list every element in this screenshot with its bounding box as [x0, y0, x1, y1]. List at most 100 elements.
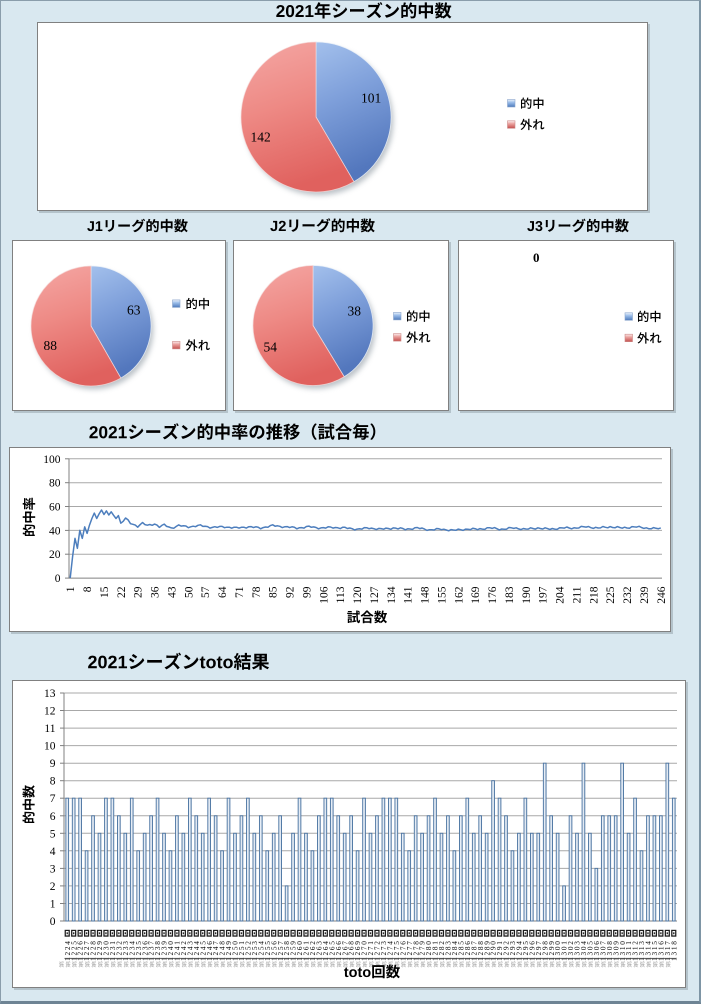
svg-text:2: 2	[405, 952, 414, 956]
svg-text:3: 3	[153, 946, 162, 950]
svg-text:0: 0	[295, 941, 304, 945]
svg-text:6: 6	[269, 941, 278, 945]
svg-text:197: 197	[538, 586, 550, 604]
svg-text:9: 9	[611, 941, 620, 945]
svg-text:232: 232	[622, 586, 634, 604]
svg-text:239: 239	[639, 586, 651, 604]
svg-text:2: 2	[134, 952, 143, 956]
svg-text:3: 3	[379, 941, 388, 945]
svg-text:2: 2	[153, 952, 162, 956]
svg-text:2: 2	[392, 952, 401, 956]
svg-text:0: 0	[231, 941, 240, 945]
svg-text:4: 4	[127, 941, 136, 945]
svg-text:3: 3	[618, 952, 627, 956]
svg-text:0: 0	[533, 250, 540, 265]
svg-text:2: 2	[198, 952, 207, 956]
svg-text:2: 2	[534, 952, 543, 956]
svg-text:1: 1	[65, 586, 77, 592]
svg-text:5: 5	[69, 941, 78, 945]
svg-text:2: 2	[327, 952, 336, 956]
svg-text:5: 5	[256, 946, 265, 950]
svg-text:3: 3	[605, 952, 614, 956]
svg-text:0: 0	[598, 946, 607, 950]
svg-text:127: 127	[369, 586, 381, 604]
svg-text:4: 4	[50, 846, 56, 858]
svg-text:3: 3	[598, 952, 607, 956]
svg-text:9: 9	[502, 946, 511, 950]
svg-text:5: 5	[521, 941, 530, 945]
svg-text:1: 1	[108, 941, 117, 945]
svg-text:2: 2	[218, 952, 227, 956]
svg-text:3: 3	[663, 952, 672, 956]
svg-text:2: 2	[237, 952, 246, 956]
svg-text:7: 7	[50, 793, 56, 805]
svg-text:2: 2	[114, 941, 123, 945]
svg-text:6: 6	[50, 811, 56, 823]
svg-text:3: 3	[637, 952, 646, 956]
svg-text:3: 3	[444, 941, 453, 945]
svg-text:3: 3	[624, 952, 633, 956]
svg-text:8: 8	[476, 941, 485, 945]
svg-text:2: 2	[250, 952, 259, 956]
svg-text:3: 3	[160, 946, 169, 950]
svg-text:1: 1	[656, 946, 665, 950]
svg-text:4: 4	[579, 941, 588, 945]
svg-text:29: 29	[133, 586, 145, 598]
svg-text:3: 3	[592, 952, 601, 956]
svg-text:2: 2	[276, 952, 285, 956]
svg-text:5: 5	[244, 946, 253, 950]
svg-text:3: 3	[102, 946, 111, 950]
svg-text:7: 7	[418, 946, 427, 950]
svg-text:9: 9	[527, 946, 536, 950]
svg-text:2: 2	[340, 952, 349, 956]
svg-text:1: 1	[495, 941, 504, 945]
svg-text:1: 1	[624, 946, 633, 950]
svg-text:0: 0	[360, 941, 369, 945]
svg-text:3: 3	[50, 863, 56, 875]
svg-text:1: 1	[560, 941, 569, 945]
svg-text:7: 7	[392, 946, 401, 950]
svg-text:5: 5	[456, 941, 465, 945]
svg-text:6: 6	[140, 941, 149, 945]
svg-text:2: 2	[495, 952, 504, 956]
svg-text:7: 7	[469, 941, 478, 945]
svg-text:10: 10	[44, 741, 56, 753]
svg-text:1: 1	[302, 941, 311, 945]
svg-text:2: 2	[444, 952, 453, 956]
svg-text:246: 246	[656, 586, 668, 604]
svg-text:9: 9	[547, 946, 556, 950]
svg-text:92: 92	[285, 586, 297, 598]
svg-text:1: 1	[663, 946, 672, 950]
svg-text:2: 2	[244, 952, 253, 956]
svg-text:7: 7	[82, 941, 91, 945]
svg-text:2: 2	[95, 946, 104, 950]
svg-text:0: 0	[560, 946, 569, 950]
svg-text:9: 9	[482, 941, 491, 945]
svg-text:2: 2	[82, 952, 91, 956]
svg-text:3: 3	[644, 952, 653, 956]
svg-text:2: 2	[244, 941, 253, 945]
svg-text:3: 3	[637, 941, 646, 945]
svg-text:8: 8	[424, 946, 433, 950]
svg-text:1: 1	[650, 946, 659, 950]
svg-text:8: 8	[482, 946, 491, 950]
svg-text:0: 0	[605, 946, 614, 950]
svg-text:134: 134	[386, 586, 398, 604]
svg-text:5: 5	[263, 941, 272, 945]
svg-text:100: 100	[43, 454, 61, 466]
svg-text:8: 8	[82, 586, 94, 592]
svg-text:225: 225	[605, 586, 617, 604]
svg-text:2: 2	[347, 952, 356, 956]
svg-text:2: 2	[631, 941, 640, 945]
svg-text:0: 0	[618, 941, 627, 945]
svg-text:9: 9	[540, 946, 549, 950]
svg-text:40: 40	[49, 525, 61, 537]
svg-text:0: 0	[585, 946, 594, 950]
svg-text:1: 1	[624, 941, 633, 945]
svg-text:1: 1	[618, 946, 627, 950]
svg-text:3: 3	[140, 946, 149, 950]
svg-text:63: 63	[127, 303, 141, 318]
svg-text:218: 218	[588, 586, 600, 604]
svg-text:2: 2	[302, 952, 311, 956]
svg-text:3: 3	[566, 952, 575, 956]
